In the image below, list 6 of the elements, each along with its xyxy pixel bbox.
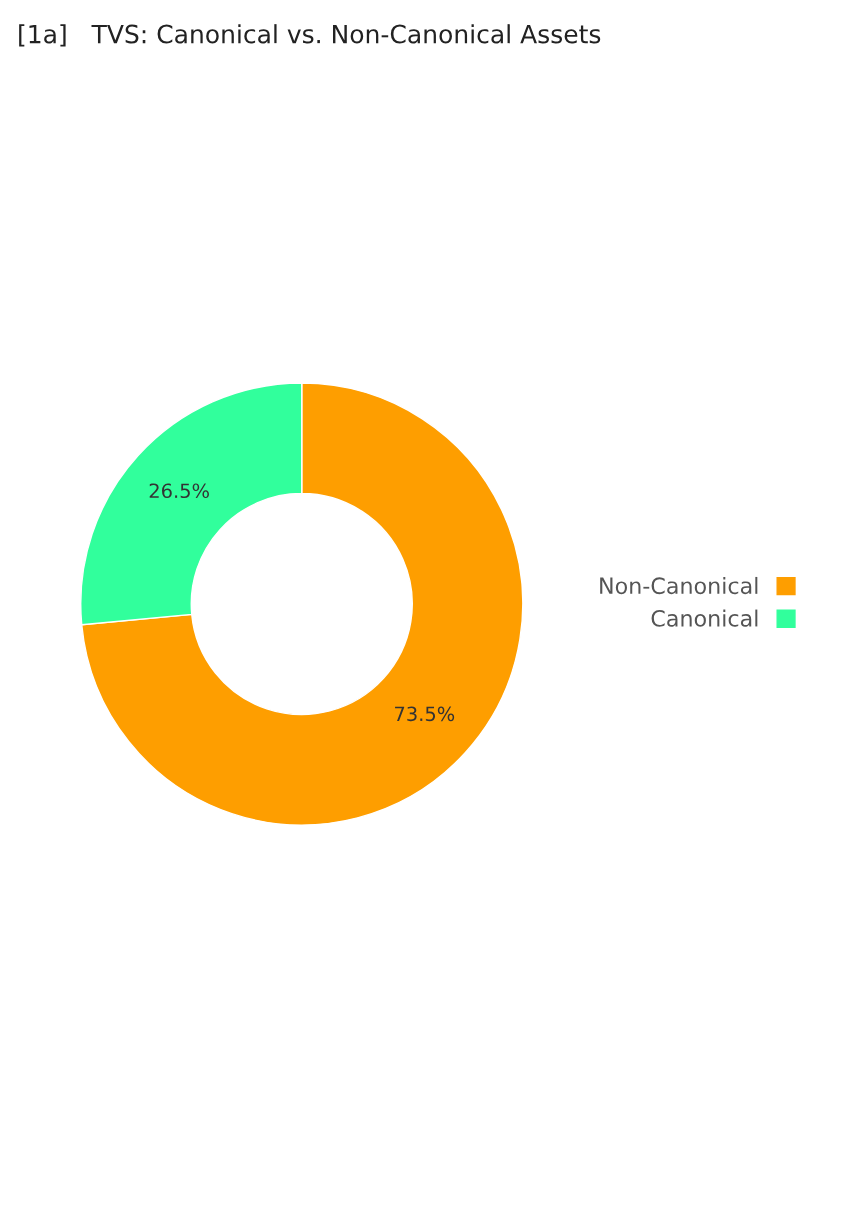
- data-label: 73.5%: [395, 706, 455, 722]
- data-label: 26.5%: [149, 483, 209, 499]
- legend-label: Non-Canonical: [600, 576, 758, 595]
- legend-label: Canonical: [651, 609, 758, 627]
- chart-title: [1a] TVS: Canonical vs. Non-Canonical Assets: [19, 24, 601, 47]
- donut-slice: [81, 382, 524, 826]
